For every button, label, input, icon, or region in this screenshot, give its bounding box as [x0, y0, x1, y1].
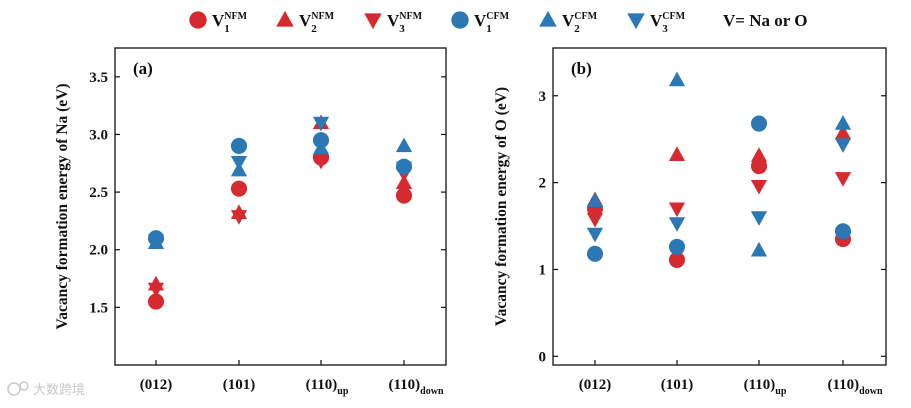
- legend-label-cfm2: VCFM 2: [562, 11, 598, 35]
- watermark-logo-icon-dot: [19, 381, 29, 391]
- point-a-cfm2-3: [395, 137, 413, 153]
- point-b-cfm3-2: [750, 211, 768, 226]
- point-b-nfm3-1: [668, 202, 686, 218]
- point-b-cfm1-3: [834, 223, 852, 240]
- legend-label-nfm2: VNFM 2: [299, 11, 335, 35]
- point-a-nfm3-0: [147, 282, 165, 298]
- y-tick-label-b: 0: [539, 349, 547, 365]
- point-a-cfm3-0: [147, 234, 165, 249]
- y-axis-label-a: Vacancy formation energy of Na (eV): [54, 83, 71, 329]
- plot-frame-a: [114, 47, 447, 366]
- point-b-nfm1-2: [750, 158, 768, 175]
- y-tick-label-b: 3: [539, 89, 547, 105]
- point-b-nfm2-2: [750, 147, 768, 162]
- point-b-nfm2-1: [668, 146, 686, 161]
- y-tick-label-a: 2.5: [89, 185, 108, 201]
- x-tick-label-a: (110)down: [388, 377, 443, 397]
- legend-label-cfm1: VCFM 1: [474, 11, 510, 35]
- point-a-cfm3-1: [230, 155, 248, 171]
- x-tick-label-a: (101): [223, 377, 256, 393]
- legend-note: V= Na or O: [723, 11, 807, 30]
- point-a-nfm1-1: [230, 180, 248, 197]
- x-tick-label-a: (110)up: [306, 377, 349, 397]
- legend-label-nfm3: VNFM 3: [387, 11, 423, 35]
- point-b-cfm1-0: [586, 245, 604, 262]
- watermark: 大数跨境: [7, 381, 85, 398]
- point-b-cfm3-3: [834, 138, 852, 153]
- y-tick-label-b: 2: [539, 176, 547, 192]
- y-tick-label-a: 1.5: [89, 300, 108, 316]
- legend-label-cfm3: VCFM 3: [650, 11, 686, 35]
- point-b-cfm2-0: [586, 192, 604, 207]
- y-tick-label-a: 2.0: [89, 243, 108, 259]
- panel-label-a: (a): [133, 59, 153, 78]
- point-a-cfm3-2: [312, 116, 330, 132]
- legend-marker-nfm1: [189, 11, 207, 29]
- y-tick-label-a: 3.5: [89, 70, 108, 86]
- point-b-nfm3-3: [834, 172, 852, 187]
- point-b-nfm1-1: [668, 251, 686, 268]
- point-a-nfm1-0: [147, 293, 165, 310]
- point-a-nfm3-1: [230, 210, 248, 225]
- x-tick-label-b: (101): [661, 377, 694, 393]
- legend-marker-cfm3: [627, 13, 645, 30]
- watermark-text: 大数跨境: [33, 383, 85, 398]
- point-b-cfm2-1: [668, 71, 686, 87]
- legend-marker-nfm2: [276, 10, 294, 27]
- point-b-nfm3-0: [586, 212, 604, 228]
- point-a-nfm3-2: [312, 154, 330, 170]
- legend: VNFM 1 VNFM 2 VNFM 3 VCFM 1 VCFM 2 VCFM 3 V= Na or O: [189, 10, 807, 35]
- x-tick-label-b: (110)down: [827, 377, 882, 397]
- point-b-cfm2-3: [834, 115, 852, 130]
- legend-marker-nfm3: [364, 13, 382, 30]
- point-b-nfm3-2: [750, 179, 768, 195]
- y-tick-label-a: 3.0: [89, 127, 108, 143]
- point-b-cfm1-2: [750, 115, 768, 132]
- point-b-cfm1-1: [668, 238, 686, 255]
- point-a-cfm1-1: [230, 137, 248, 155]
- y-tick-label-b: 1: [539, 262, 547, 278]
- legend-marker-cfm2: [539, 10, 557, 27]
- panel-label-b: (b): [571, 59, 592, 78]
- panel-a: 1.5 2.0 2.5 3.0 3.5 (012) (101) (110)up (110)dow…: [54, 47, 447, 397]
- legend-marker-cfm1: [451, 11, 469, 29]
- point-b-cfm3-0: [586, 227, 604, 243]
- point-a-nfm1-3: [395, 187, 413, 204]
- watermark-logo-icon: [7, 382, 21, 396]
- y-axis-label-b: Vacancy formation energy of O (eV): [493, 87, 510, 326]
- x-tick-label-b: (110)up: [744, 377, 787, 397]
- x-tick-label-b: (012): [579, 377, 612, 393]
- x-tick-label-a: (012): [140, 377, 173, 393]
- plot-frame-b: [552, 47, 887, 366]
- point-a-cfm3-3: [395, 161, 413, 177]
- legend-label-nfm1: VNFM 1: [212, 11, 248, 35]
- panel-b: 0 1 2 3 (012) (101) (110)up (110)down Vacancy fo…: [493, 47, 887, 397]
- point-b-cfm2-2: [750, 241, 768, 257]
- point-a-cfm2-2: [312, 139, 330, 155]
- point-b-cfm3-1: [668, 217, 686, 232]
- point-b-nfm2-3: [834, 124, 852, 140]
